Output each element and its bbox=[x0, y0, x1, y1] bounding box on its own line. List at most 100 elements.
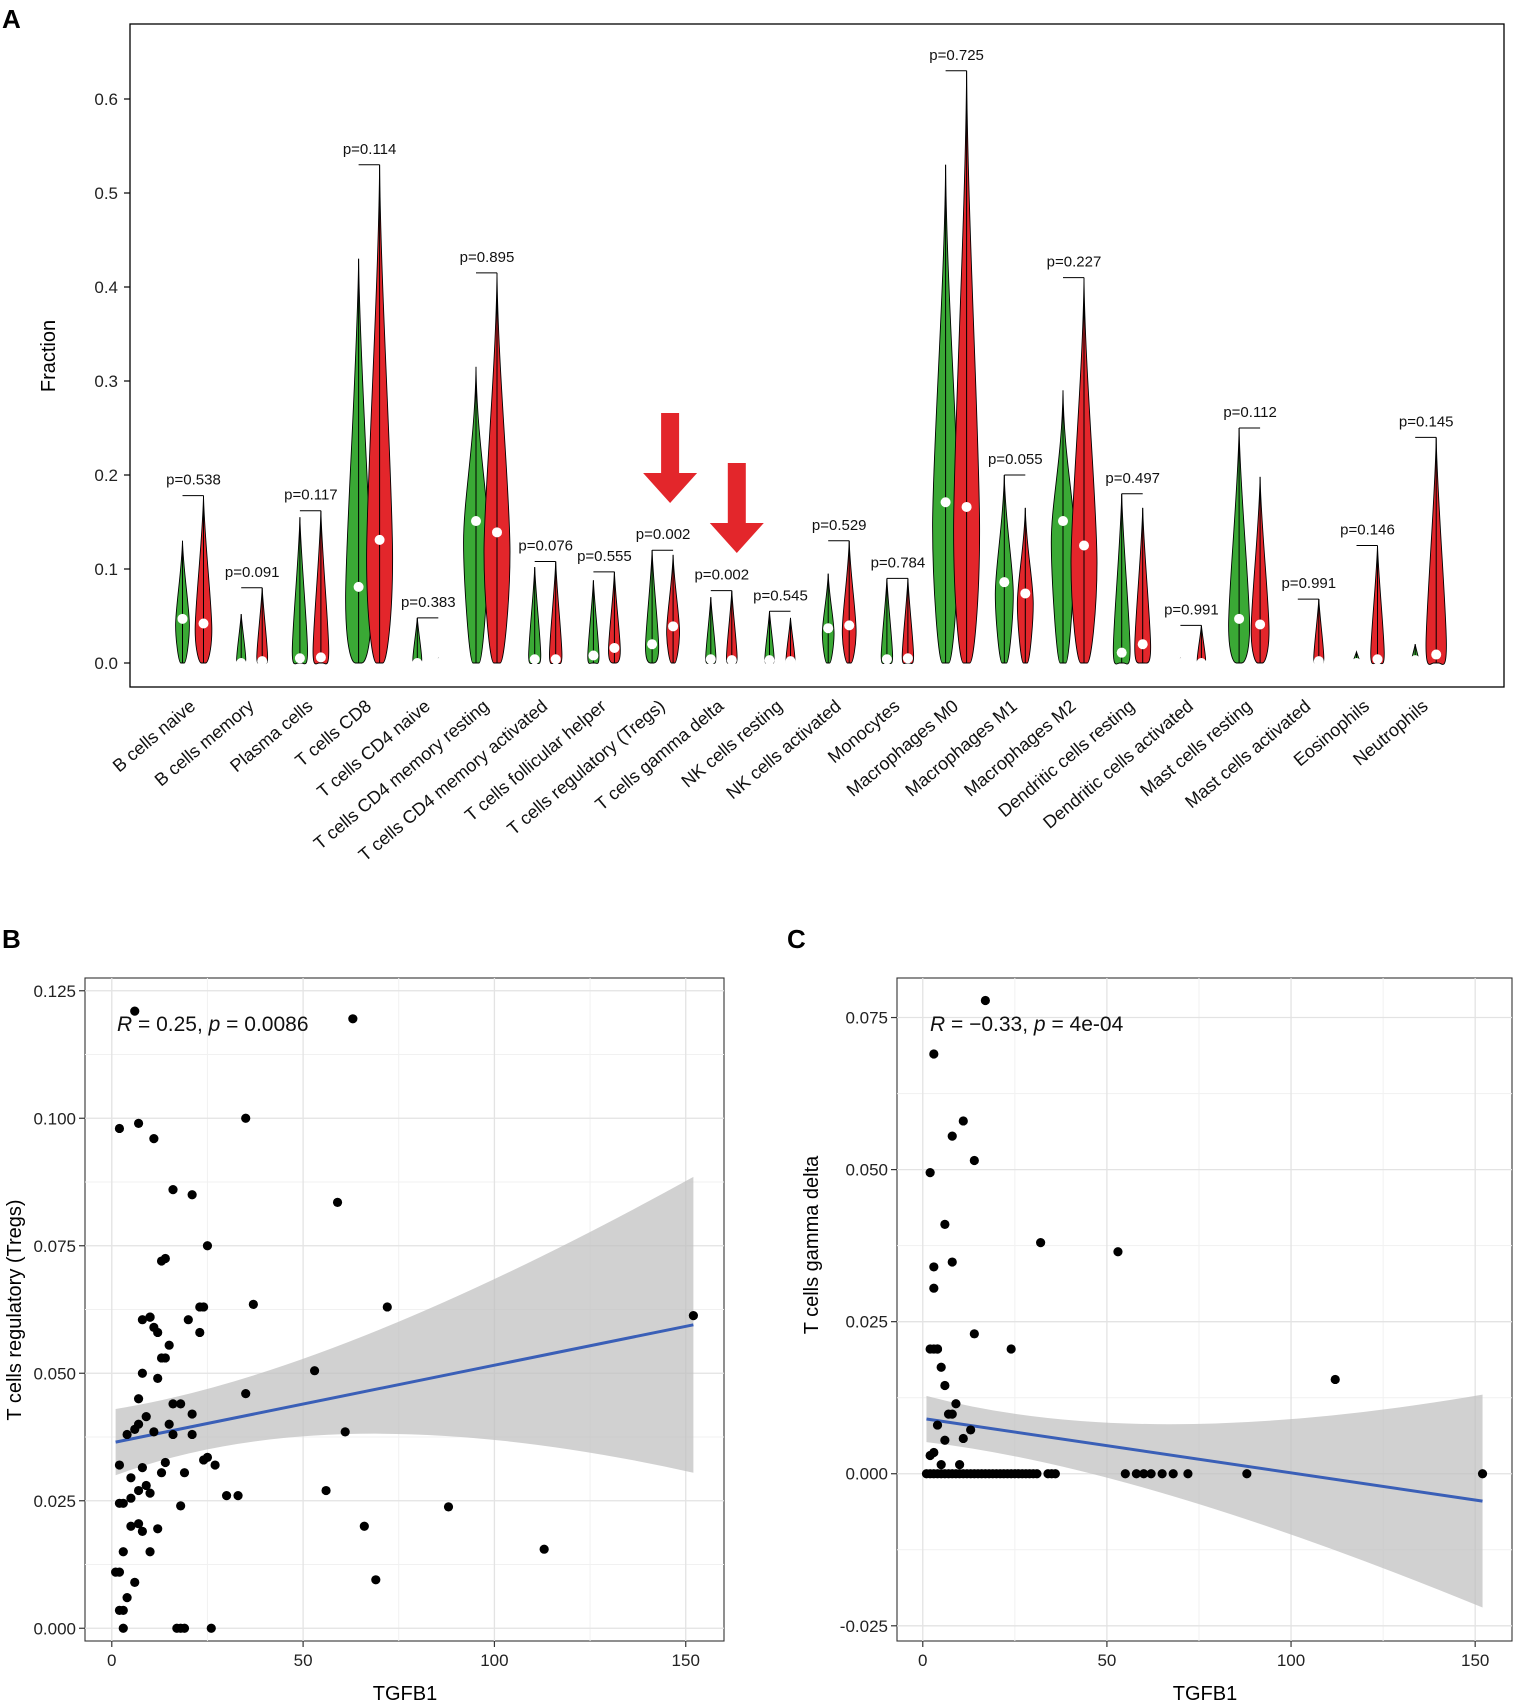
panel-a-pvalue-label: p=0.091 bbox=[225, 564, 280, 581]
panel-a-pvalue-label: p=0.227 bbox=[1047, 254, 1102, 271]
panel-b-data-point bbox=[118, 1623, 128, 1633]
panel-b-data-point bbox=[248, 1299, 258, 1309]
panel-b-data-point bbox=[371, 1575, 381, 1585]
panel-a-pvalue-label: p=0.529 bbox=[812, 517, 867, 534]
panel-a-category-label: B cells memory bbox=[151, 696, 258, 790]
panel-c-data-point bbox=[969, 1155, 979, 1166]
panel-a-pvalue-label: p=0.991 bbox=[1281, 575, 1336, 592]
panel-b-data-point bbox=[241, 1389, 251, 1399]
panel-a-median-dot-green bbox=[1116, 647, 1127, 658]
panel-a-y-tick-label: 0.1 bbox=[94, 560, 118, 579]
panel-b-regression-line bbox=[115, 1323, 694, 1444]
panel-b-data-point bbox=[137, 1315, 147, 1325]
panel-b-data-point bbox=[195, 1302, 205, 1312]
panel-a-median-dot-green bbox=[999, 577, 1010, 588]
panel-c-correlation-annotation: R = −0.33, p = 4e-04 bbox=[930, 1013, 1124, 1036]
panel-a-median-dot-red bbox=[198, 618, 209, 629]
panel-b-r-value: = 0.25, bbox=[132, 1013, 208, 1036]
panel-a-median-dot-red bbox=[1431, 649, 1442, 660]
panel-a-median-dot-red bbox=[785, 656, 796, 667]
panel-b-data-point bbox=[321, 1485, 331, 1496]
panel-c-data-point bbox=[1006, 1344, 1016, 1354]
panel-a-pvalue-label: p=0.055 bbox=[988, 451, 1043, 468]
panel-b-data-point bbox=[233, 1491, 243, 1501]
panel-a-median-dot-red bbox=[609, 642, 620, 653]
panel-a-y-axis-title: Fraction bbox=[38, 320, 60, 392]
panel-c-p-value: = 4e-04 bbox=[1046, 1013, 1124, 1036]
panel-b-data-point bbox=[133, 1118, 144, 1128]
panel-a-y-tick-label: 0.6 bbox=[94, 90, 118, 109]
panel-a-median-dot-red bbox=[726, 655, 737, 666]
panel-b-data-point bbox=[126, 1473, 136, 1483]
panel-a-pvalue-label: p=0.002 bbox=[636, 526, 691, 543]
panel-b-data-point bbox=[168, 1399, 178, 1409]
panel-b-data-point bbox=[153, 1327, 163, 1338]
panel-b-data-point bbox=[688, 1311, 698, 1321]
panel-c-data-point bbox=[1113, 1247, 1123, 1257]
panel-b-data-point bbox=[359, 1521, 369, 1531]
panel-a-median-dot-red bbox=[433, 658, 444, 668]
panel-b-data-point bbox=[137, 1526, 147, 1536]
panel-a-median-dot-red bbox=[1137, 639, 1148, 650]
panel-a-median-dot-green bbox=[940, 497, 951, 508]
panel-b-data-point bbox=[153, 1373, 163, 1383]
panel-b-data-point bbox=[332, 1197, 343, 1207]
panel-a-median-dot-green bbox=[764, 655, 775, 666]
panel-b-data-point bbox=[195, 1327, 205, 1338]
panel-a-y-tick-label: 0.5 bbox=[94, 184, 118, 203]
panel-label-c: C bbox=[787, 924, 806, 954]
panel-b-data-point bbox=[130, 1424, 140, 1434]
panel-b-y-axis-title: T cells regulatory (Tregs) bbox=[4, 1199, 26, 1420]
panel-a-median-dot-green bbox=[236, 658, 247, 668]
panel-b-y-tick-label: 0.075 bbox=[33, 1237, 76, 1256]
panel-a-median-dot-red bbox=[492, 527, 502, 538]
panel-b-data-point bbox=[111, 1567, 121, 1577]
panel-c-data-point bbox=[1330, 1374, 1340, 1385]
panel-a-pvalue-label: p=0.725 bbox=[929, 47, 984, 64]
panel-c-y-tick-label: 0.025 bbox=[845, 1313, 888, 1332]
panel-b-y-tick-label: 0.100 bbox=[33, 1109, 76, 1128]
panel-b-y-tick-label: 0.050 bbox=[33, 1364, 76, 1383]
panel-c-data-point bbox=[936, 1460, 946, 1470]
panel-c-data-point bbox=[951, 1399, 961, 1409]
panel-a-y-tick-label: 0.0 bbox=[94, 654, 118, 673]
panel-c-x-tick-label: 0 bbox=[918, 1651, 927, 1670]
panel-c-data-point bbox=[925, 1168, 935, 1178]
panel-b-data-point bbox=[122, 1593, 132, 1603]
panel-label-b: B bbox=[2, 924, 21, 954]
panel-b-data-point bbox=[114, 1460, 125, 1470]
panel-b-data-point bbox=[176, 1501, 186, 1511]
panel-b-data-point bbox=[206, 1623, 216, 1633]
panel-c-data-point bbox=[1120, 1469, 1130, 1479]
panel-a-median-dot-green bbox=[588, 650, 599, 661]
panel-c-data-point bbox=[1183, 1469, 1193, 1479]
panel-b-data-point bbox=[179, 1468, 190, 1478]
panel-c-data-point bbox=[1131, 1469, 1141, 1479]
panel-b-data-point bbox=[137, 1463, 147, 1473]
panel-a-median-dot-red bbox=[668, 621, 679, 632]
panel-c-y-tick-label: 0.050 bbox=[845, 1161, 888, 1180]
panel-b-data-point bbox=[145, 1547, 155, 1557]
panel-b-data-point bbox=[539, 1544, 549, 1554]
panel-c-data-point bbox=[966, 1425, 976, 1435]
panel-b-x-tick-label: 50 bbox=[294, 1651, 313, 1670]
panel-c-data-point bbox=[947, 1131, 957, 1141]
panel-a-median-dot-green bbox=[412, 658, 423, 668]
panel-a-violin-chart: 0.0 0.1 0.2 0.3 0.4 0.5 0.6 Fraction p=0.538 p=… bbox=[38, 23, 1505, 865]
panel-c-y-tick-label: -0.025 bbox=[840, 1617, 888, 1636]
panel-a-pvalue-label: p=0.076 bbox=[518, 537, 573, 554]
panel-a-pvalue-label: p=0.784 bbox=[871, 554, 926, 571]
panel-a-pvalue-label: p=0.497 bbox=[1105, 470, 1160, 487]
panel-b-data-point bbox=[156, 1468, 167, 1478]
panel-a-pvalue-label: p=0.895 bbox=[460, 249, 515, 266]
panel-a-median-dot-green bbox=[353, 581, 364, 592]
panel-c-y-tick-label: 0.075 bbox=[845, 1009, 888, 1028]
panel-b-data-point bbox=[382, 1302, 392, 1312]
panel-a-y-tick-label: 0.2 bbox=[94, 466, 118, 485]
panel-b-confidence-band bbox=[115, 1176, 694, 1476]
panel-b-data-point bbox=[114, 1498, 125, 1508]
panel-a-median-dot-red bbox=[315, 652, 326, 663]
panel-a-pvalue-label: p=0.383 bbox=[401, 594, 456, 611]
panel-a-y-tick-label: 0.4 bbox=[94, 278, 118, 297]
panel-c-scatter-chart: 0 50 100 150 -0.025 0.000 0.025 0.050 0.075 R = … bbox=[801, 977, 1513, 1703]
